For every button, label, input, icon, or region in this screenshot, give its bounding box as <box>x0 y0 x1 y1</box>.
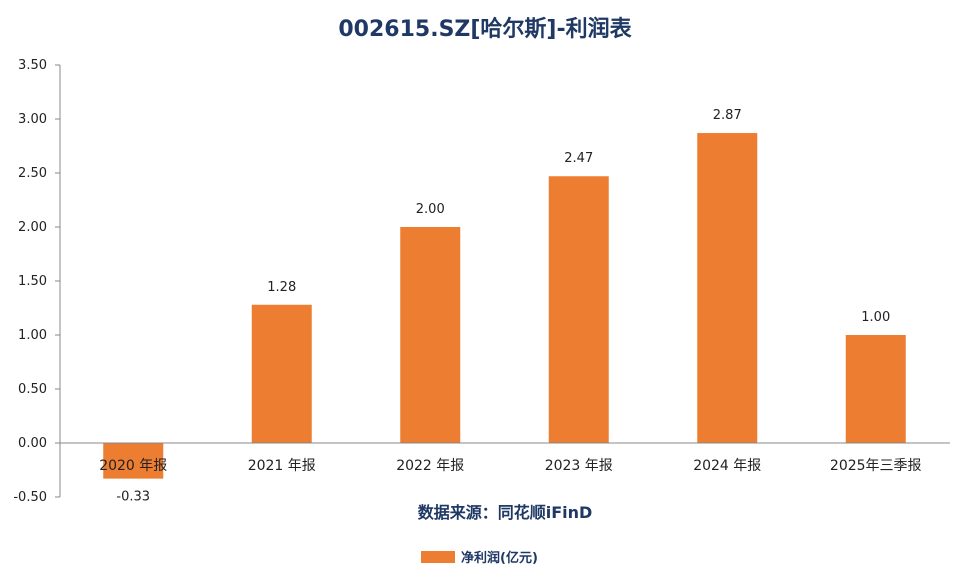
y-tick-label: 2.00 <box>18 220 47 235</box>
data-label: -0.33 <box>116 490 150 505</box>
x-tick-label: 2020 年报 <box>99 458 167 474</box>
y-tick-label: 0.50 <box>18 382 47 397</box>
data-label: 2.00 <box>416 202 445 217</box>
y-tick-label: 3.50 <box>18 58 47 73</box>
data-label: 1.28 <box>267 280 296 295</box>
y-tick-label: -0.50 <box>13 490 47 505</box>
x-axis: 2020 年报 2021 年报 2022 年报 2023 年报 2024 年报 2025年… <box>99 458 921 474</box>
legend-label: 净利润(亿元) <box>461 550 538 566</box>
y-tick-label: 0.00 <box>18 436 47 451</box>
bar <box>845 335 906 443</box>
bar <box>103 443 164 479</box>
y-tick-label: 1.00 <box>18 328 47 343</box>
bar <box>400 227 461 443</box>
legend: 净利润(亿元) <box>421 550 538 566</box>
y-tick-label: 1.50 <box>18 274 47 289</box>
x-tick-label: 2025年三季报 <box>830 458 922 474</box>
x-tick-label: 2024 年报 <box>693 458 761 474</box>
source-note: 数据来源：同花顺iFinD <box>418 503 593 522</box>
bar <box>697 133 758 444</box>
data-label: 1.00 <box>861 310 890 325</box>
bar <box>548 176 609 444</box>
legend-swatch <box>421 551 455 563</box>
x-tick-label: 2023 年报 <box>545 458 613 474</box>
y-axis: 3.50 3.00 2.50 2.00 1.50 1.00 0.50 0.00 -0.50 <box>13 58 60 505</box>
x-tick-label: 2022 年报 <box>396 458 464 474</box>
chart-title: 002615.SZ[哈尔斯]-利润表 <box>338 16 632 42</box>
axes <box>59 65 950 497</box>
y-tick-label: 3.00 <box>18 112 47 127</box>
data-label: 2.47 <box>564 151 593 166</box>
y-tick-label: 2.50 <box>18 166 47 181</box>
bars <box>103 133 906 479</box>
data-label: 2.87 <box>713 108 742 123</box>
bar <box>251 304 312 443</box>
x-tick-label: 2021 年报 <box>248 458 316 474</box>
data-labels: -0.33 1.28 2.00 2.47 2.87 1.00 <box>116 108 890 505</box>
